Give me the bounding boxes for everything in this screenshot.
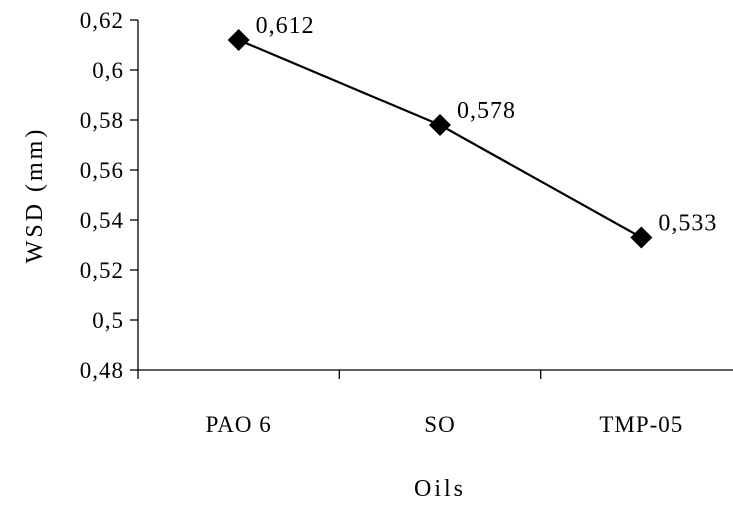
data-label: 0,578 — [457, 98, 516, 124]
y-axis: 0,48 0,5 0,52 0,54 0,56 0,58 0,6 0,62 — [80, 8, 139, 383]
x-axis: PAO 6 SO TMP-05 — [137, 369, 733, 437]
y-tick-label: 0,58 — [80, 108, 124, 133]
data-label: 0,612 — [256, 13, 315, 39]
y-tick-label: 0,54 — [80, 208, 124, 233]
x-tick-label: PAO 6 — [206, 412, 272, 437]
series: 0,612 0,578 0,533 — [227, 13, 717, 249]
y-tick-label: 0,6 — [92, 58, 124, 83]
x-tick-label: TMP-05 — [599, 412, 683, 437]
data-point-marker — [227, 29, 250, 51]
y-tick-label: 0,56 — [80, 158, 124, 183]
y-tick-label: 0,5 — [92, 308, 124, 333]
data-point-marker — [429, 114, 451, 136]
y-axis-title: WSD (mm) — [22, 127, 48, 264]
x-axis-title: Oils — [414, 476, 466, 502]
x-tick-label: SO — [424, 412, 455, 437]
series-line — [238, 38, 642, 239]
data-point-marker — [630, 226, 653, 249]
y-tick-label: 0,62 — [80, 8, 124, 33]
y-tick-label: 0,52 — [80, 258, 124, 283]
y-tick-label: 0,48 — [80, 358, 124, 383]
data-label: 0,533 — [658, 211, 717, 237]
